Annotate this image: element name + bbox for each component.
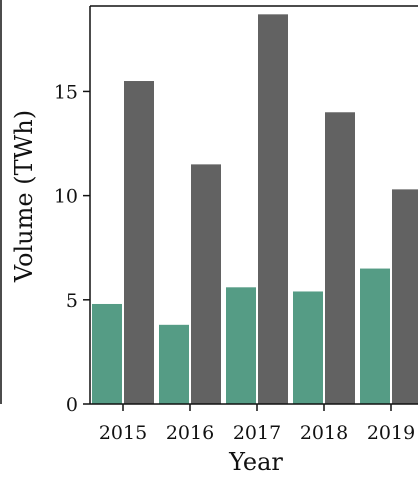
bar-series2-2018 (325, 112, 355, 405)
bar-series2-2016 (191, 164, 221, 404)
y-tick-label-0: 0 (66, 394, 78, 416)
bar-series2-2017 (258, 14, 288, 404)
x-tick-label-2018: 2018 (300, 422, 348, 444)
bar-series2-2015 (124, 81, 154, 404)
axes-layer: 0 5 10 15 2015 2016 2017 2018 2019 (0, 0, 418, 444)
x-tick-label-2016: 2016 (166, 422, 214, 444)
labels-layer: Year Volume (TWh) (10, 110, 283, 476)
x-tick-label-2017: 2017 (233, 422, 281, 444)
bars-layer (92, 14, 418, 405)
bar-series1-2016 (159, 324, 189, 404)
x-tick-label-2015: 2015 (99, 422, 147, 444)
y-tick-label-15: 15 (54, 81, 78, 103)
bar-series2-2019 (392, 189, 418, 404)
y-tick-label-5: 5 (66, 290, 78, 312)
y-tick-label-10: 10 (54, 186, 78, 208)
bar-series1-2017 (226, 287, 256, 404)
bar-series1-2015 (92, 303, 122, 404)
x-axis-label: Year (228, 448, 283, 476)
x-tick-label-2019: 2019 (367, 422, 415, 444)
bar-series1-2018 (293, 291, 323, 404)
bar-series1-2019 (360, 268, 390, 404)
y-axis-label: Volume (TWh) (10, 110, 38, 283)
